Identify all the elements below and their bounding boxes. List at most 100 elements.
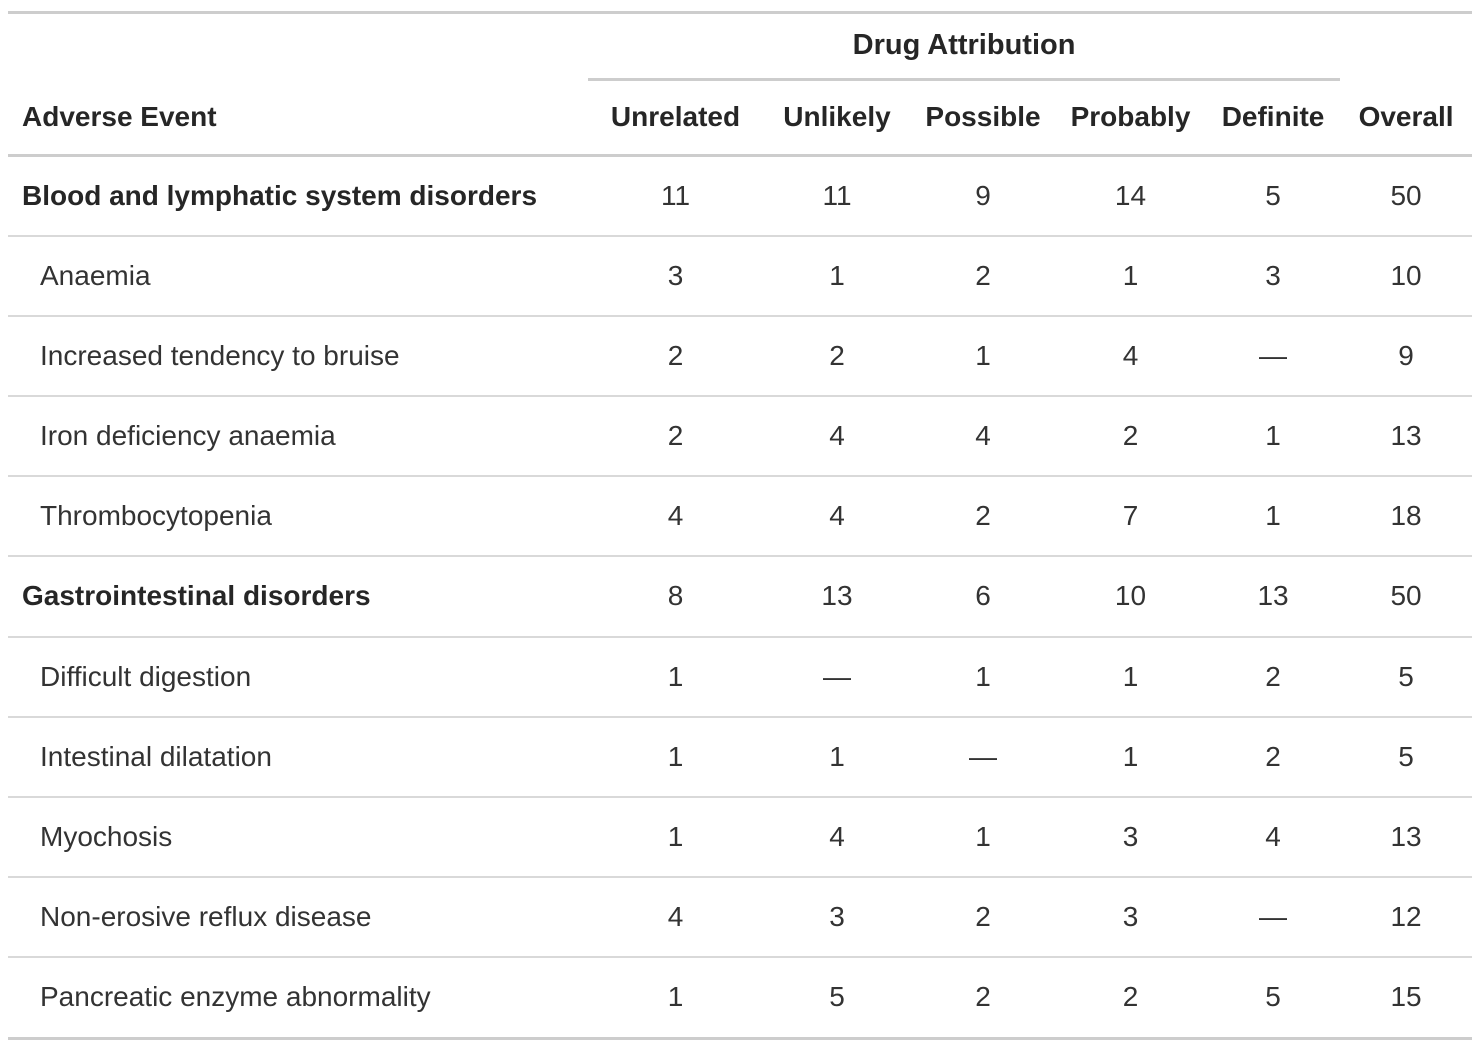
cell-value: 6 [911,555,1055,637]
cell-value: 50 [1340,555,1473,637]
cell-value: 4 [1055,314,1206,397]
cell-value: 4 [1206,796,1341,878]
spanner-row: Drug Attribution [8,12,1473,82]
cell-value: 5 [763,956,911,1039]
cell-value: 13 [763,555,911,637]
cell-value: 7 [1055,475,1206,557]
group-row: Gastrointestinal disorders 8 13 6 10 13 50 [8,555,1473,637]
row-label: Thrombocytopenia [8,475,588,557]
cell-value: 2 [911,475,1055,557]
cell-value: 4 [588,475,763,557]
cell-value: 3 [1055,796,1206,878]
cell-value: 4 [588,876,763,958]
column-header-adverse-event: Adverse Event [8,79,588,157]
cell-value: 2 [1055,956,1206,1039]
table-row: Difficult digestion 1—1 1 2 5 [8,635,1473,717]
row-label: Anaemia [8,234,588,316]
cell-value: 5 [1206,155,1341,236]
cell-value: 13 [1340,395,1473,477]
row-label: Gastrointestinal disorders [8,555,588,637]
cell-value: 3 [1206,234,1341,316]
cell-value: 2 [911,876,1055,958]
cell-value: — [911,715,1055,798]
column-header-unrelated: Unrelated [588,79,763,157]
row-label: Non-erosive reflux disease [8,876,588,958]
cell-value: 5 [1340,715,1473,798]
cell-value: — [763,635,911,717]
cell-value: 10 [1340,234,1473,316]
cell-value: 1 [911,796,1055,878]
cell-value: — [1206,314,1341,397]
cell-value: 13 [1340,796,1473,878]
cell-value: 14 [1055,155,1206,236]
spanner-overall-spacer [1340,12,1473,80]
table-row: Anaemia 3 1 2 1 3 10 [8,234,1473,316]
row-label: Increased tendency to bruise [8,314,588,397]
row-label: Difficult digestion [8,635,588,717]
cell-value: 2 [1055,395,1206,477]
cell-value: 2 [1206,635,1341,717]
cell-value: 13 [1206,555,1341,637]
cell-value: 18 [1340,475,1473,557]
table-body: Blood and lymphatic system disorders 11 11… [8,155,1473,1039]
cell-value: 3 [1055,876,1206,958]
table-row: Intestinal dilatation 1 1—1 2 5 [8,715,1473,798]
column-header-unlikely: Unlikely [763,79,911,157]
row-label: Myochosis [8,796,588,878]
row-label: Iron deficiency anaemia [8,395,588,477]
table-row: Non-erosive reflux disease 4 3 2 3—12 [8,876,1473,958]
cell-value: 4 [911,395,1055,477]
cell-value: 8 [588,555,763,637]
cell-value: 3 [763,876,911,958]
cell-value: 1 [1055,635,1206,717]
cell-value: 2 [763,314,911,397]
cell-value: 2 [588,314,763,397]
row-label: Pancreatic enzyme abnormality [8,956,588,1039]
cell-value: 12 [1340,876,1473,958]
cell-value: 3 [588,234,763,316]
cell-value: 1 [763,715,911,798]
cell-value: 50 [1340,155,1473,236]
cell-value: 4 [763,475,911,557]
cell-value: 4 [763,796,911,878]
column-header-definite: Definite [1206,79,1341,157]
table-row: Thrombocytopenia 4 4 2 7 1 18 [8,475,1473,557]
adverse-events-table: Drug Attribution Adverse Event Unrelated… [8,11,1473,1040]
cell-value: 11 [763,155,911,236]
cell-value: 1 [588,715,763,798]
row-label: Blood and lymphatic system disorders [8,155,588,236]
table-header: Drug Attribution Adverse Event Unrelated… [8,12,1473,157]
cell-value: 1 [1206,395,1341,477]
cell-value: 15 [1340,956,1473,1039]
spanner-stub-spacer [8,12,588,80]
cell-value: 1 [911,314,1055,397]
cell-value: — [1206,876,1341,958]
cell-value: 1 [1055,234,1206,316]
table-row: Myochosis 1 4 1 3 4 13 [8,796,1473,878]
cell-value: 2 [911,234,1055,316]
cell-value: 5 [1340,635,1473,717]
cell-value: 1 [763,234,911,316]
cell-value: 1 [911,635,1055,717]
column-header-probably: Probably [1055,79,1206,157]
table-row: Iron deficiency anaemia 2 4 4 2 1 13 [8,395,1473,477]
column-header-overall: Overall [1340,79,1473,157]
cell-value: 2 [1206,715,1341,798]
column-header-row: Adverse Event Unrelated Unlikely Possibl… [8,79,1473,157]
cell-value: 1 [1055,715,1206,798]
cell-value: 4 [763,395,911,477]
table-row: Increased tendency to bruise 2 2 1 4—9 [8,314,1473,397]
drug-attribution-spanner: Drug Attribution [588,12,1341,82]
row-label: Intestinal dilatation [8,715,588,798]
cell-value: 2 [911,956,1055,1039]
cell-value: 1 [1206,475,1341,557]
table-row: Pancreatic enzyme abnormality 1 5 2 2 5 15 [8,956,1473,1039]
cell-value: 10 [1055,555,1206,637]
cell-value: 1 [588,956,763,1039]
cell-value: 1 [588,796,763,878]
cell-value: 5 [1206,956,1341,1039]
cell-value: 9 [1340,314,1473,397]
cell-value: 9 [911,155,1055,236]
cell-value: 1 [588,635,763,717]
